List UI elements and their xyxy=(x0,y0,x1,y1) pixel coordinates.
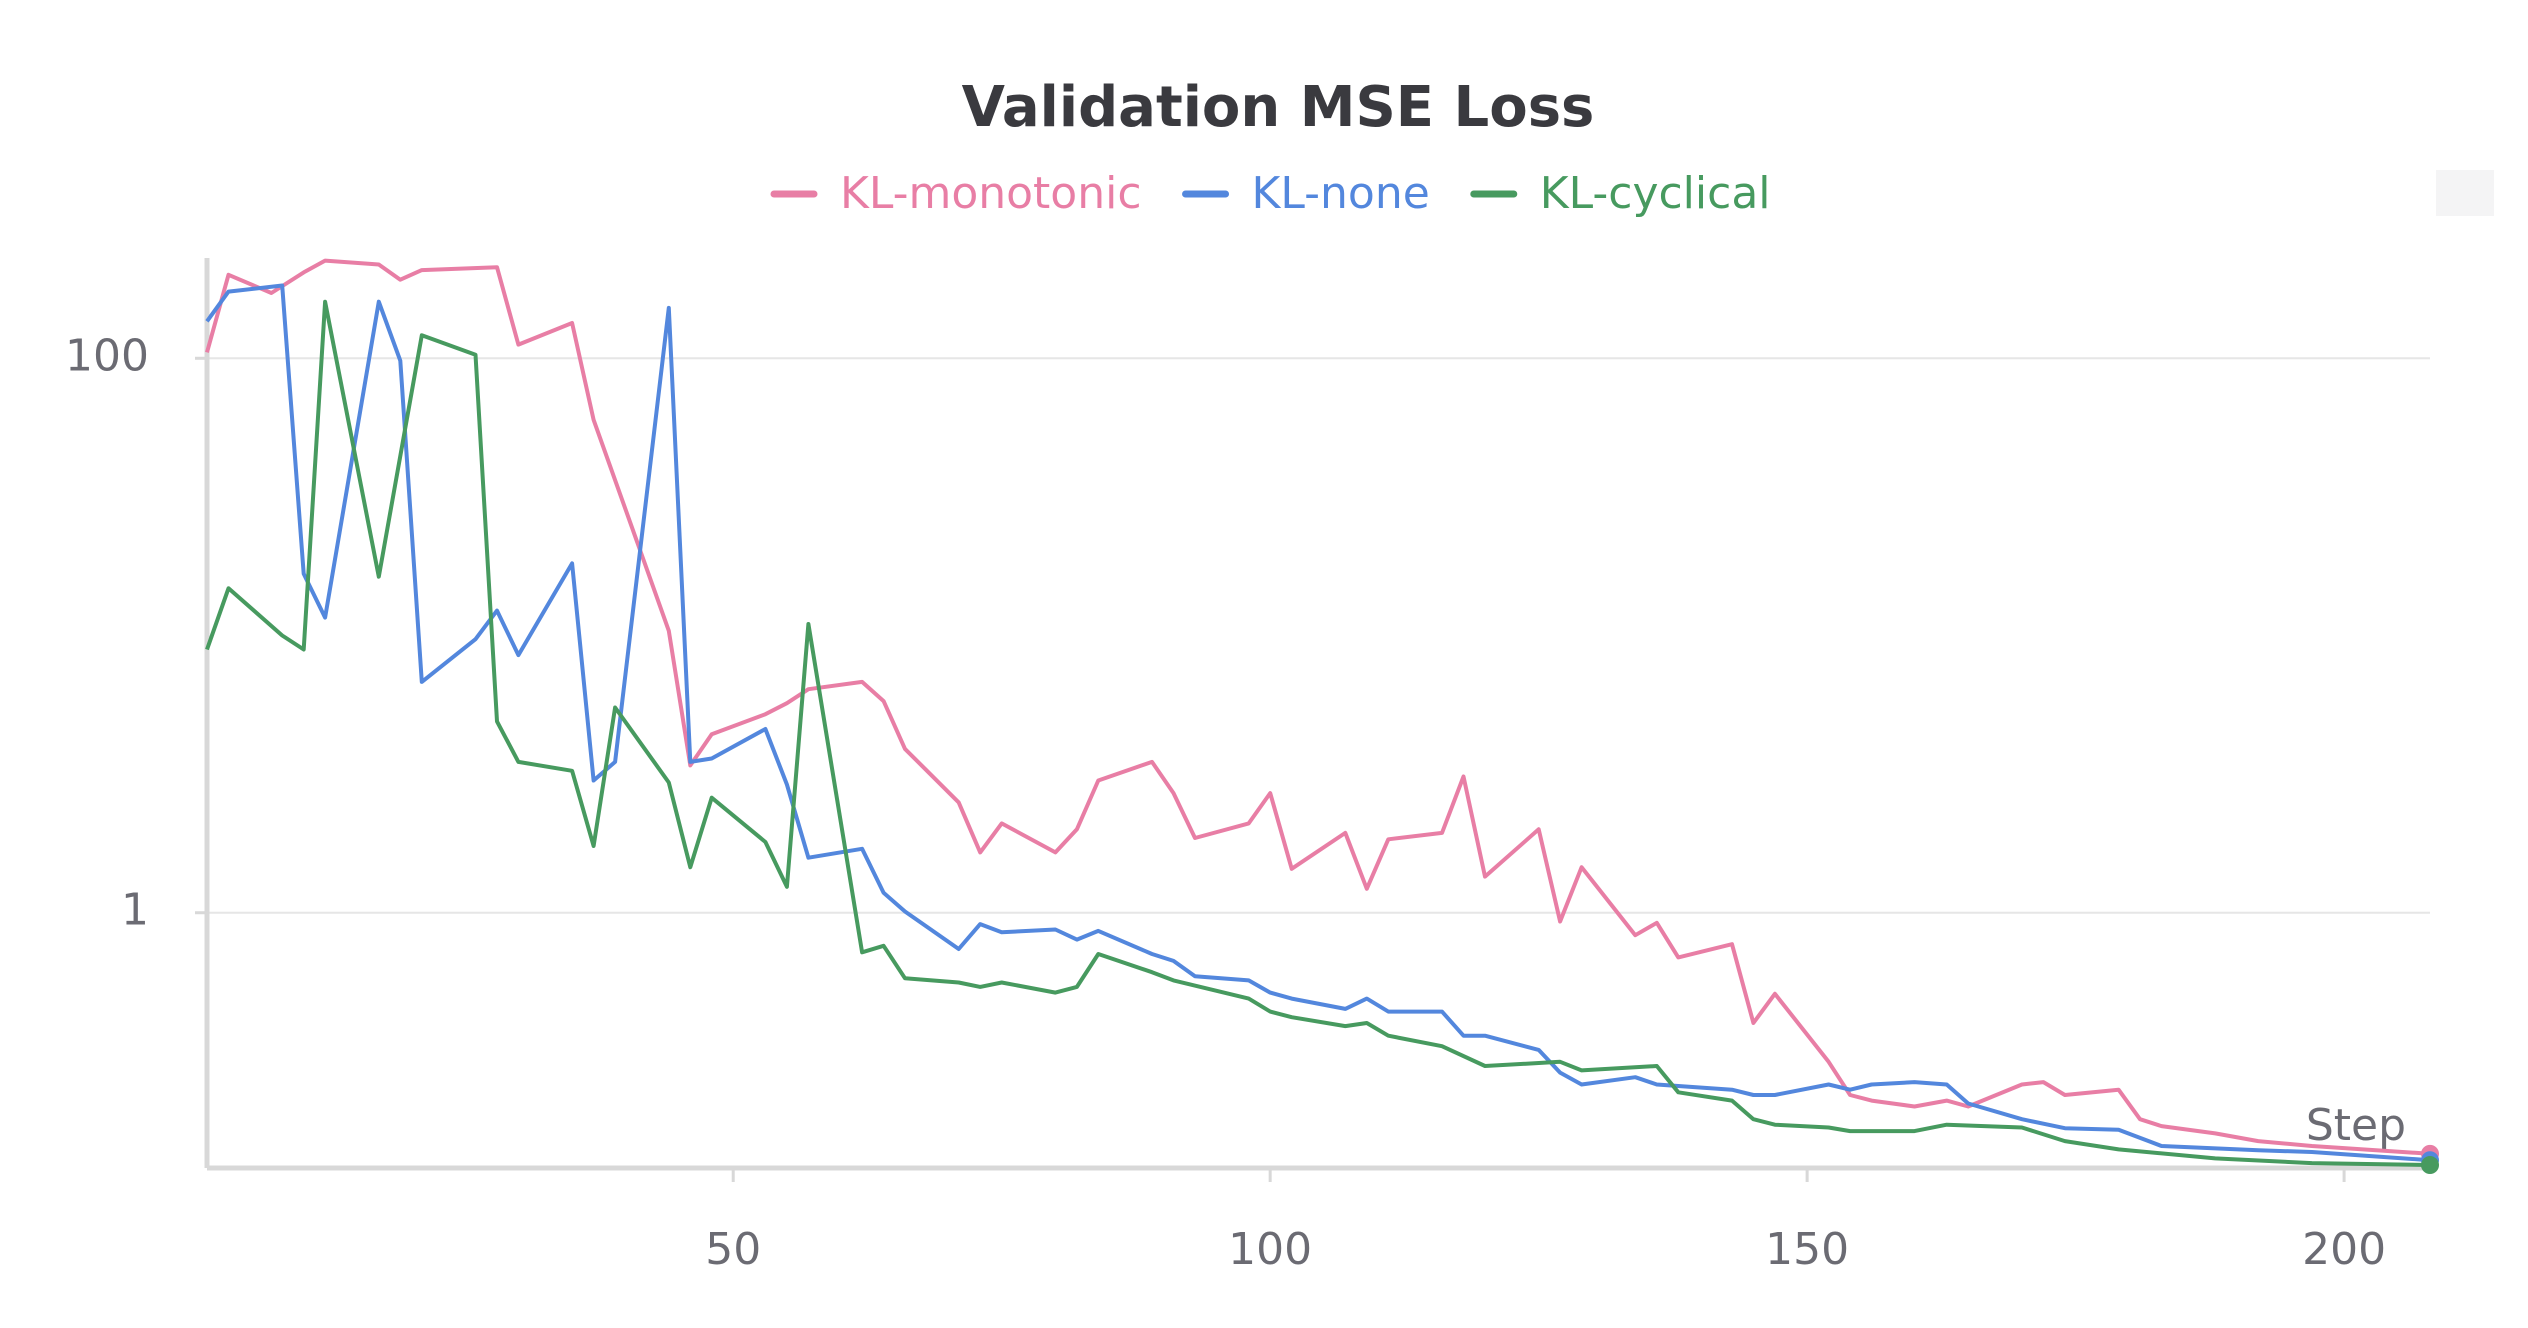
x-tick-label: 150 xyxy=(1765,1224,1849,1275)
x-tick-label: 50 xyxy=(705,1224,761,1275)
legend-label: KL-none xyxy=(1252,168,1430,219)
series-line xyxy=(205,258,2431,1156)
x-axis-label: Step xyxy=(2306,1100,2406,1151)
end-point xyxy=(2421,1156,2439,1175)
x-tick-label: 100 xyxy=(1228,1224,1312,1275)
chart-title: Validation MSE Loss xyxy=(962,75,1595,140)
legend-label: KL-monotonic xyxy=(840,168,1142,219)
series-line xyxy=(205,283,2431,1163)
y-tick-label: 1 xyxy=(121,885,149,936)
toolbar-box xyxy=(2436,170,2494,216)
y-tick-label: 100 xyxy=(65,330,149,381)
x-tick-label: 200 xyxy=(2302,1224,2386,1275)
legend-label: KL-cyclical xyxy=(1540,168,1771,219)
series-line xyxy=(205,299,2431,1167)
